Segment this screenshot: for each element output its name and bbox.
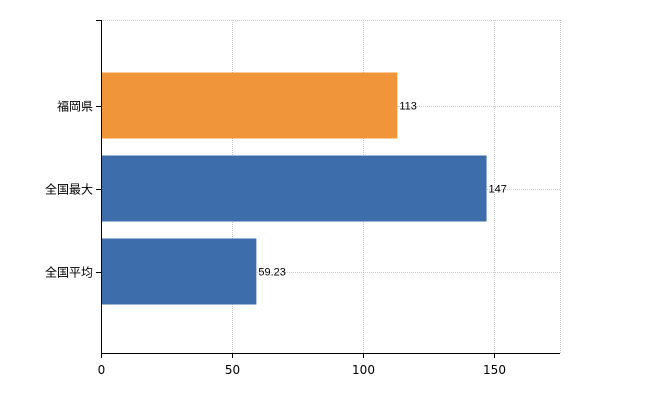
category-label-1: 全国最大 (45, 182, 93, 197)
category-label-2: 全国平均 (45, 265, 93, 280)
bar-1 (101, 155, 487, 222)
bar-0 (101, 72, 398, 139)
x-tick-label-0: 0 (98, 363, 106, 377)
x-tick-label-3: 150 (483, 363, 506, 377)
x-tick-label-2: 100 (352, 363, 375, 377)
bar-2 (101, 238, 257, 305)
x-tick-label-1: 50 (225, 363, 240, 377)
axes-layer (96, 20, 560, 358)
data-label-0: 113 (399, 101, 417, 113)
data-label-2: 59.23 (258, 267, 286, 279)
bars-layer (101, 72, 487, 305)
category-label-0: 福岡県 (57, 99, 93, 114)
data-label-1: 147 (489, 184, 507, 196)
